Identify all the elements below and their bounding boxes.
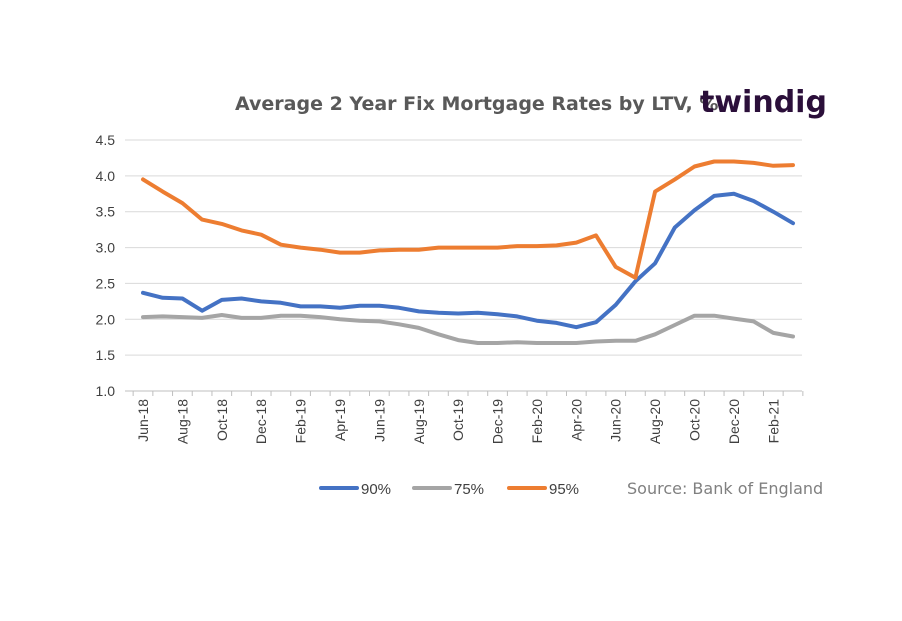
y-tick-label: 1.5: [96, 347, 116, 363]
chart-title: Average 2 Year Fix Mortgage Rates by LTV…: [235, 93, 718, 115]
x-tick-label: Apr-20: [568, 399, 584, 441]
series-line-90-pct: [141, 191, 795, 330]
legend: 90% 75% 95%: [319, 481, 579, 498]
x-tick-label: Feb-20: [529, 399, 545, 444]
x-tick-label: Feb-19: [293, 399, 309, 444]
x-tick-label: Jun-18: [135, 399, 151, 442]
y-tick-label: 3.0: [96, 240, 116, 256]
source-note: Source: Bank of England: [627, 479, 823, 498]
y-tick-label: 3.5: [96, 204, 116, 220]
x-tick-label: Dec-19: [490, 399, 506, 444]
twindig-logo: twindig: [700, 85, 827, 120]
x-tick-label: Aug-18: [174, 399, 190, 444]
y-tick-label: 4.0: [96, 168, 116, 184]
x-tick-label: Aug-20: [647, 399, 663, 444]
x-axis: [125, 390, 804, 396]
y-tick-label: 2.5: [96, 275, 116, 291]
x-tick-label: Oct-19: [450, 399, 466, 441]
x-axis-ticks: Jun-18 Aug-18 Oct-18 Dec-18 Feb-19 Apr-19 Jun-…: [135, 399, 781, 444]
x-tick-label: Oct-18: [214, 399, 230, 441]
y-tick-label: 2.0: [96, 311, 116, 327]
x-tick-label: Dec-18: [253, 399, 269, 444]
x-tick-label: Jun-20: [608, 399, 624, 442]
x-tick-label: Feb-21: [765, 399, 781, 444]
series-line-75-pct: [141, 313, 795, 345]
legend-label-90-pct: 90%: [361, 481, 391, 498]
x-tick-label: Dec-20: [726, 399, 742, 444]
y-tick-label: 1.0: [96, 383, 116, 399]
x-tick-label: Jun-19: [371, 399, 387, 442]
legend-label-75-pct: 75%: [454, 481, 484, 498]
series-line-95-pct: [141, 159, 795, 280]
x-tick-label: Aug-19: [411, 399, 427, 444]
x-tick-label: Apr-19: [332, 399, 348, 441]
x-tick-label: Oct-20: [687, 399, 703, 441]
legend-label-95-pct: 95%: [549, 481, 579, 498]
series-lines: [141, 159, 795, 345]
y-tick-label: 4.5: [96, 132, 116, 148]
y-axis-ticks: 1.0 1.5 2.0 2.5 3.0 3.5 4.0 4.5: [96, 132, 116, 399]
